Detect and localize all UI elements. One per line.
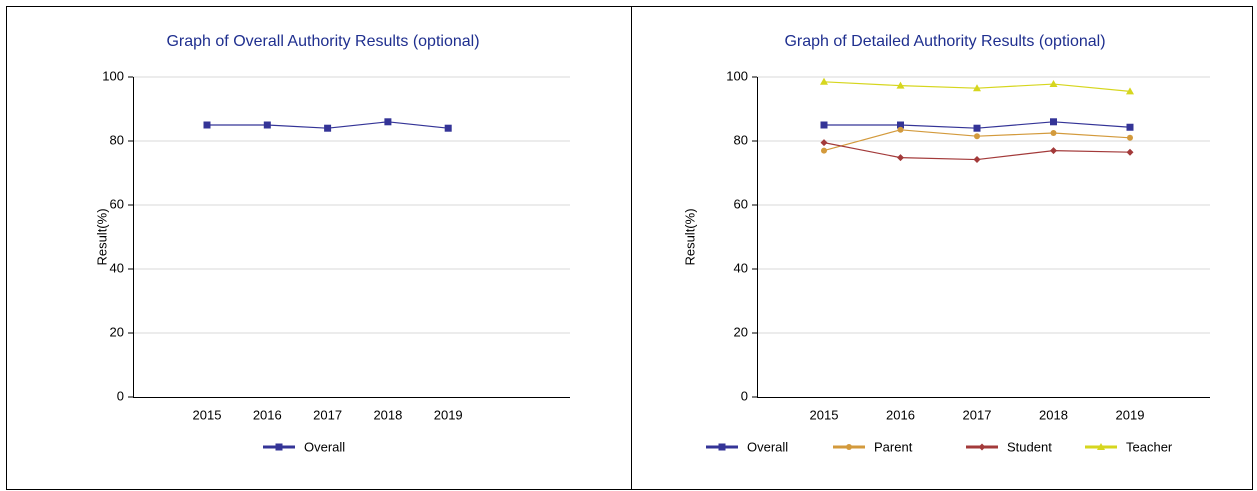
y-axis-label: Result(%) [94, 208, 109, 265]
chart-title: Graph of Overall Authority Results (opti… [166, 33, 479, 50]
marker [974, 133, 980, 140]
y-tick-label: 100 [102, 68, 124, 83]
y-tick-label: 60 [110, 196, 124, 211]
x-tick-label: 2015 [193, 407, 222, 422]
legend-marker [1097, 443, 1105, 450]
y-tick-label: 40 [734, 260, 748, 275]
marker [1127, 134, 1133, 141]
marker [324, 124, 332, 132]
marker [1049, 80, 1058, 88]
marker [973, 84, 981, 92]
marker [384, 118, 392, 126]
legend-label: Student [1007, 439, 1052, 454]
legend-marker [978, 443, 986, 451]
y-tick-label: 0 [117, 388, 124, 403]
y-tick-label: 60 [734, 196, 748, 211]
marker [973, 124, 981, 132]
marker [897, 126, 904, 133]
legend-label: Parent [874, 439, 913, 454]
marker [203, 121, 211, 129]
marker [1050, 118, 1057, 126]
legend-marker [718, 443, 726, 451]
x-tick-label: 2018 [1039, 407, 1068, 422]
y-tick-label: 80 [734, 132, 748, 147]
legend-marker [275, 443, 283, 451]
marker [1050, 147, 1057, 155]
marker [820, 77, 828, 85]
frame [6, 6, 1253, 490]
chart-title: Graph of Detailed Authority Results (opt… [784, 33, 1105, 50]
legend-label: Teacher [1126, 439, 1173, 454]
marker [821, 147, 827, 154]
marker [820, 121, 828, 129]
marker [1050, 130, 1057, 136]
x-tick-label: 2019 [434, 407, 463, 422]
x-tick-label: 2015 [810, 407, 839, 422]
y-tick-label: 80 [110, 132, 124, 147]
x-tick-label: 2018 [373, 407, 402, 422]
y-tick-label: 20 [110, 324, 124, 339]
x-tick-label: 2016 [253, 407, 282, 422]
y-tick-label: 40 [110, 260, 124, 275]
x-tick-label: 2017 [313, 407, 342, 422]
x-tick-label: 2016 [886, 407, 915, 422]
marker [444, 124, 452, 132]
x-tick-label: 2017 [963, 407, 992, 422]
marker [1126, 87, 1134, 95]
marker [973, 156, 981, 164]
marker [897, 121, 904, 129]
marker [896, 81, 905, 89]
legend-marker [846, 444, 852, 450]
marker [820, 139, 828, 147]
marker [263, 121, 271, 129]
y-tick-label: 20 [734, 324, 748, 339]
y-axis-label: Result(%) [682, 208, 697, 265]
x-tick-label: 2019 [1116, 407, 1145, 422]
marker [1126, 123, 1134, 131]
series-line [823, 129, 1131, 152]
legend-label: Overall [747, 439, 788, 454]
legend-label: Overall [304, 439, 345, 454]
y-tick-label: 0 [741, 388, 748, 403]
y-tick-label: 100 [726, 68, 748, 83]
marker [1126, 148, 1134, 156]
marker [897, 154, 904, 162]
